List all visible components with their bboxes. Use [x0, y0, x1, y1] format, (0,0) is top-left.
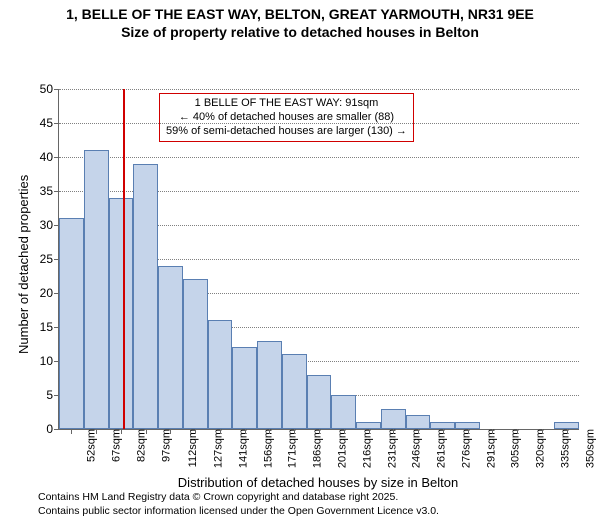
title-line-2: Size of property relative to detached ho…: [0, 24, 600, 42]
x-tick-label: 141sqm: [236, 429, 250, 468]
x-tick-mark: [146, 429, 147, 434]
bar: [282, 354, 307, 429]
x-tick-mark: [468, 429, 469, 434]
bar: [59, 218, 84, 429]
annotation-line-3: 59% of semi-detached houses are larger (…: [166, 125, 407, 139]
bar: [208, 320, 233, 429]
bar: [133, 164, 158, 429]
x-tick-label: 156sqm: [260, 429, 274, 468]
x-tick-label: 276sqm: [458, 429, 472, 468]
grid-line: [59, 157, 579, 158]
x-tick-label: 291sqm: [483, 429, 497, 468]
footer-line-2: Contains public sector information licen…: [38, 505, 600, 518]
y-tick-mark: [54, 429, 59, 430]
x-tick-mark: [195, 429, 196, 434]
x-tick-mark: [319, 429, 320, 434]
bar: [430, 422, 455, 429]
x-tick-mark: [96, 429, 97, 434]
x-tick-mark: [492, 429, 493, 434]
x-tick-mark: [170, 429, 171, 434]
x-tick-label: 246sqm: [409, 429, 423, 468]
title-line-1: 1, BELLE OF THE EAST WAY, BELTON, GREAT …: [0, 6, 600, 24]
x-tick-mark: [269, 429, 270, 434]
bar: [183, 279, 208, 429]
y-tick-mark: [54, 157, 59, 158]
plot-area: 1 BELLE OF THE EAST WAY: 91sqm ← 40% of …: [58, 89, 579, 430]
bar: [455, 422, 480, 429]
x-tick-mark: [294, 429, 295, 434]
x-tick-mark: [517, 429, 518, 434]
y-tick-mark: [54, 89, 59, 90]
bar: [307, 375, 332, 429]
bar: [406, 415, 431, 429]
bar: [554, 422, 579, 429]
x-tick-mark: [542, 429, 543, 434]
marker-line: [123, 89, 125, 429]
x-tick-mark: [369, 429, 370, 434]
footer: Contains HM Land Registry data © Crown c…: [0, 487, 600, 518]
x-tick-mark: [567, 429, 568, 434]
y-tick-mark: [54, 123, 59, 124]
y-tick-mark: [54, 191, 59, 192]
chart-titles: 1, BELLE OF THE EAST WAY, BELTON, GREAT …: [0, 0, 600, 41]
footer-line-1: Contains HM Land Registry data © Crown c…: [38, 491, 600, 505]
x-tick-mark: [220, 429, 221, 434]
x-tick-label: 335sqm: [557, 429, 571, 468]
x-tick-label: 216sqm: [359, 429, 373, 468]
x-tick-label: 231sqm: [384, 429, 398, 468]
x-tick-label: 127sqm: [211, 429, 225, 468]
x-tick-label: 261sqm: [434, 429, 448, 468]
x-tick-label: 320sqm: [533, 429, 547, 468]
x-tick-label: 171sqm: [285, 429, 299, 468]
annotation-line-1: 1 BELLE OF THE EAST WAY: 91sqm: [166, 97, 407, 111]
bar: [232, 347, 257, 429]
bar: [109, 198, 134, 429]
x-tick-mark: [418, 429, 419, 434]
x-tick-mark: [245, 429, 246, 434]
x-tick-label: 186sqm: [310, 429, 324, 468]
bar: [257, 341, 282, 429]
grid-line: [59, 89, 579, 90]
x-tick-mark: [393, 429, 394, 434]
bar: [381, 409, 406, 429]
bar: [158, 266, 183, 429]
bar: [356, 422, 381, 429]
x-tick-label: 305sqm: [508, 429, 522, 468]
x-tick-mark: [121, 429, 122, 434]
x-tick-label: 201sqm: [335, 429, 349, 468]
annotation-box: 1 BELLE OF THE EAST WAY: 91sqm ← 40% of …: [159, 93, 414, 142]
x-tick-mark: [443, 429, 444, 434]
chart-area: 1 BELLE OF THE EAST WAY: 91sqm ← 40% of …: [0, 41, 600, 487]
bar: [84, 150, 109, 429]
grid-line: [59, 123, 579, 124]
x-tick-mark: [71, 429, 72, 434]
y-axis-label: Number of detached properties: [16, 175, 31, 354]
x-tick-label: 112sqm: [186, 429, 200, 467]
x-tick-label: 350sqm: [582, 429, 596, 468]
x-tick-mark: [344, 429, 345, 434]
x-axis-label: Distribution of detached houses by size …: [58, 475, 578, 490]
bar: [331, 395, 356, 429]
